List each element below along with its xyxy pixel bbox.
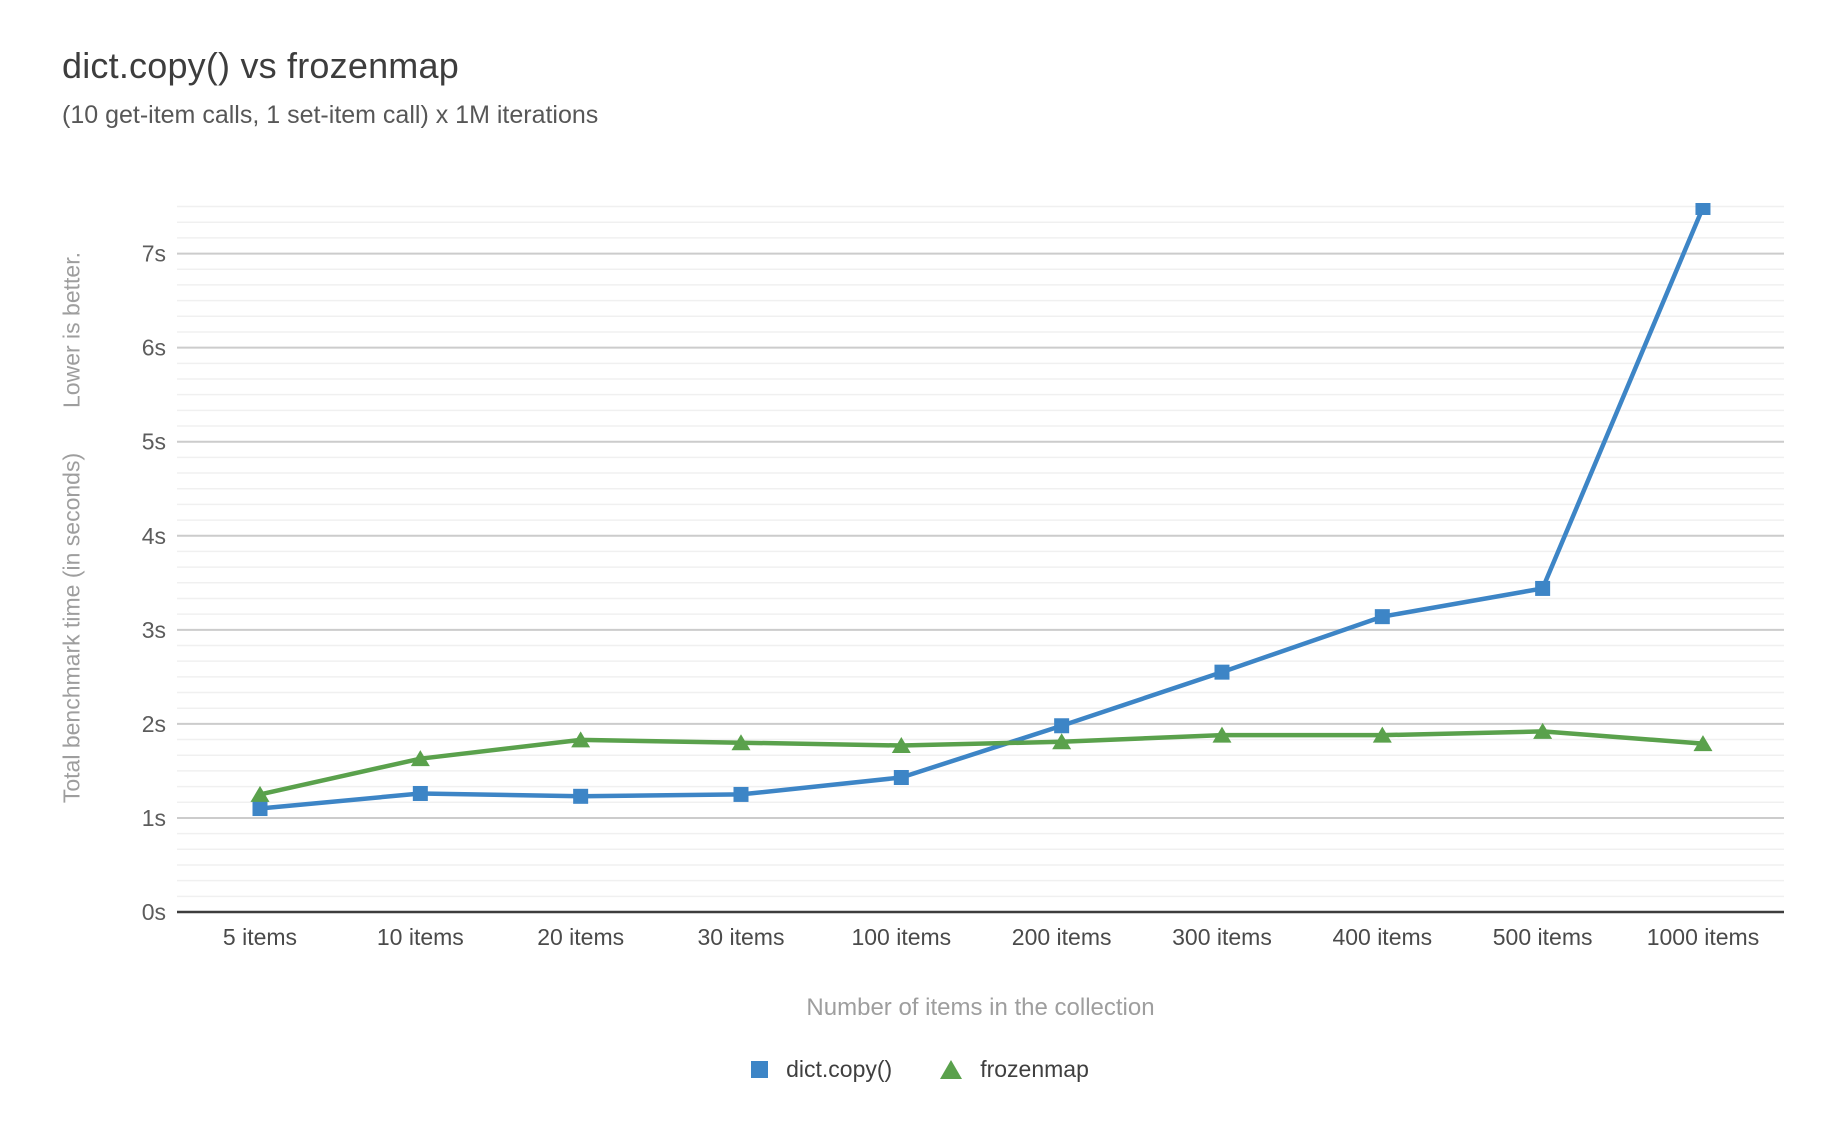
y-tick-label: 7s xyxy=(142,241,166,267)
x-tick-label: 10 items xyxy=(377,924,464,950)
y-tick-label: 2s xyxy=(142,711,166,737)
x-tick-label: 200 items xyxy=(1012,924,1112,950)
legend-square-icon xyxy=(751,1061,769,1078)
x-tick-label: 30 items xyxy=(698,924,785,950)
series-0-point-marker xyxy=(252,801,268,817)
legend-triangle-icon xyxy=(940,1060,963,1079)
series-1-point-marker xyxy=(1052,733,1072,750)
series-1-point-marker xyxy=(1372,726,1392,743)
y-tick-labels: 0s 1s 2s 3s 4s 5s 6s 7s xyxy=(142,241,166,925)
y-tick-label: 4s xyxy=(142,523,166,549)
legend: dict.copy() frozenmap xyxy=(0,1056,1840,1083)
x-tick-labels: 5 items 10 items 20 items 30 items 100 items… xyxy=(223,924,1759,950)
legend-label-dict-copy: dict.copy() xyxy=(786,1056,893,1082)
series-0-point-marker xyxy=(1374,609,1390,625)
minor-gridlines xyxy=(177,205,1784,898)
series-1-point-marker xyxy=(891,737,911,754)
x-tick-label: 400 items xyxy=(1332,924,1432,950)
series-0-point-marker xyxy=(1535,580,1551,596)
x-tick-label: 5 items xyxy=(223,924,297,950)
series-1-point-marker xyxy=(1533,722,1553,739)
legend-label-frozenmap: frozenmap xyxy=(980,1056,1089,1082)
x-tick-label: 1000 items xyxy=(1647,924,1760,950)
series-1-point-marker xyxy=(250,785,270,802)
x-tick-label: 500 items xyxy=(1493,924,1593,950)
series-0-point-marker xyxy=(893,769,909,785)
x-tick-label: 100 items xyxy=(851,924,951,950)
x-tick-label: 20 items xyxy=(537,924,624,950)
chart-title: dict.copy() vs frozenmap xyxy=(62,45,459,86)
y-tick-label: 3s xyxy=(142,617,166,643)
chart-subtitle: (10 get-item calls, 1 set-item call) x 1… xyxy=(62,101,599,129)
y-tick-label: 1s xyxy=(142,805,166,831)
x-axis-title: Number of items in the collection xyxy=(806,994,1155,1021)
y-tick-label: 0s xyxy=(142,899,166,925)
x-tick-label: 300 items xyxy=(1172,924,1272,950)
series-0-point-marker xyxy=(412,785,428,801)
series-0-line xyxy=(257,205,1706,811)
series-0-point-marker xyxy=(733,786,749,802)
series-1-point-marker xyxy=(571,731,591,748)
series-1-group xyxy=(250,722,1713,802)
series-0-point-marker xyxy=(1214,664,1230,680)
series-1-point-marker xyxy=(1693,735,1713,752)
series-0-point-marker xyxy=(573,788,589,804)
series-1-point-marker xyxy=(410,750,430,767)
legend-item-frozenmap: frozenmap xyxy=(940,1056,1089,1083)
y-tick-label: 6s xyxy=(142,335,166,361)
y-tick-label: 5s xyxy=(142,429,166,455)
series-1-point-marker xyxy=(731,734,751,751)
series-0-point-marker xyxy=(1054,718,1070,734)
series-1-line xyxy=(257,729,1706,797)
major-gridlines xyxy=(177,252,1784,819)
series-1-point-marker xyxy=(1212,726,1232,743)
series-0-point-marker xyxy=(1695,203,1711,215)
legend-item-dict-copy: dict.copy() xyxy=(751,1056,892,1083)
series-0-group xyxy=(252,203,1711,817)
